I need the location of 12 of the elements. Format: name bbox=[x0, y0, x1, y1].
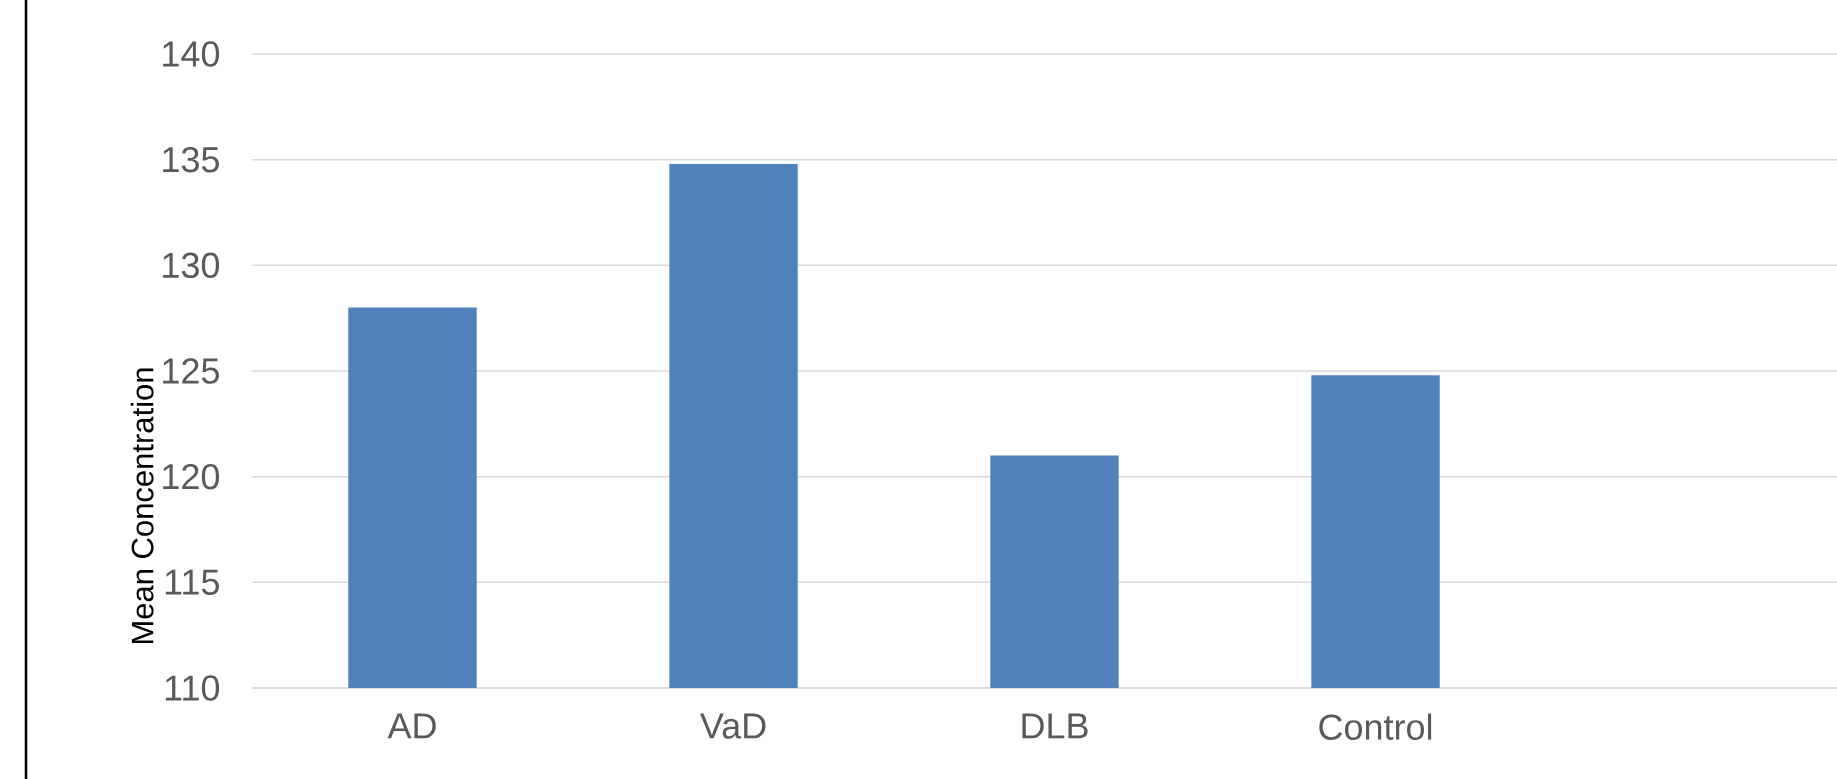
y-tick-label: 115 bbox=[165, 569, 219, 595]
y-tick-label: 110 bbox=[165, 675, 220, 701]
x-tick-label: Control bbox=[1319, 713, 1432, 740]
y-tick-label: 125 bbox=[163, 358, 219, 384]
y-tick-label: 120 bbox=[163, 463, 220, 490]
x-tick-label: VaD bbox=[699, 713, 766, 739]
y-tick-label: 135 bbox=[163, 146, 219, 173]
x-tick-label: AD bbox=[387, 713, 436, 739]
y-axis-title: Mean Concentration bbox=[130, 368, 154, 644]
y-tick-label: 130 bbox=[163, 252, 220, 279]
x-tick-label: DLB bbox=[1022, 713, 1088, 739]
y-tick-label: 140 bbox=[163, 41, 220, 67]
